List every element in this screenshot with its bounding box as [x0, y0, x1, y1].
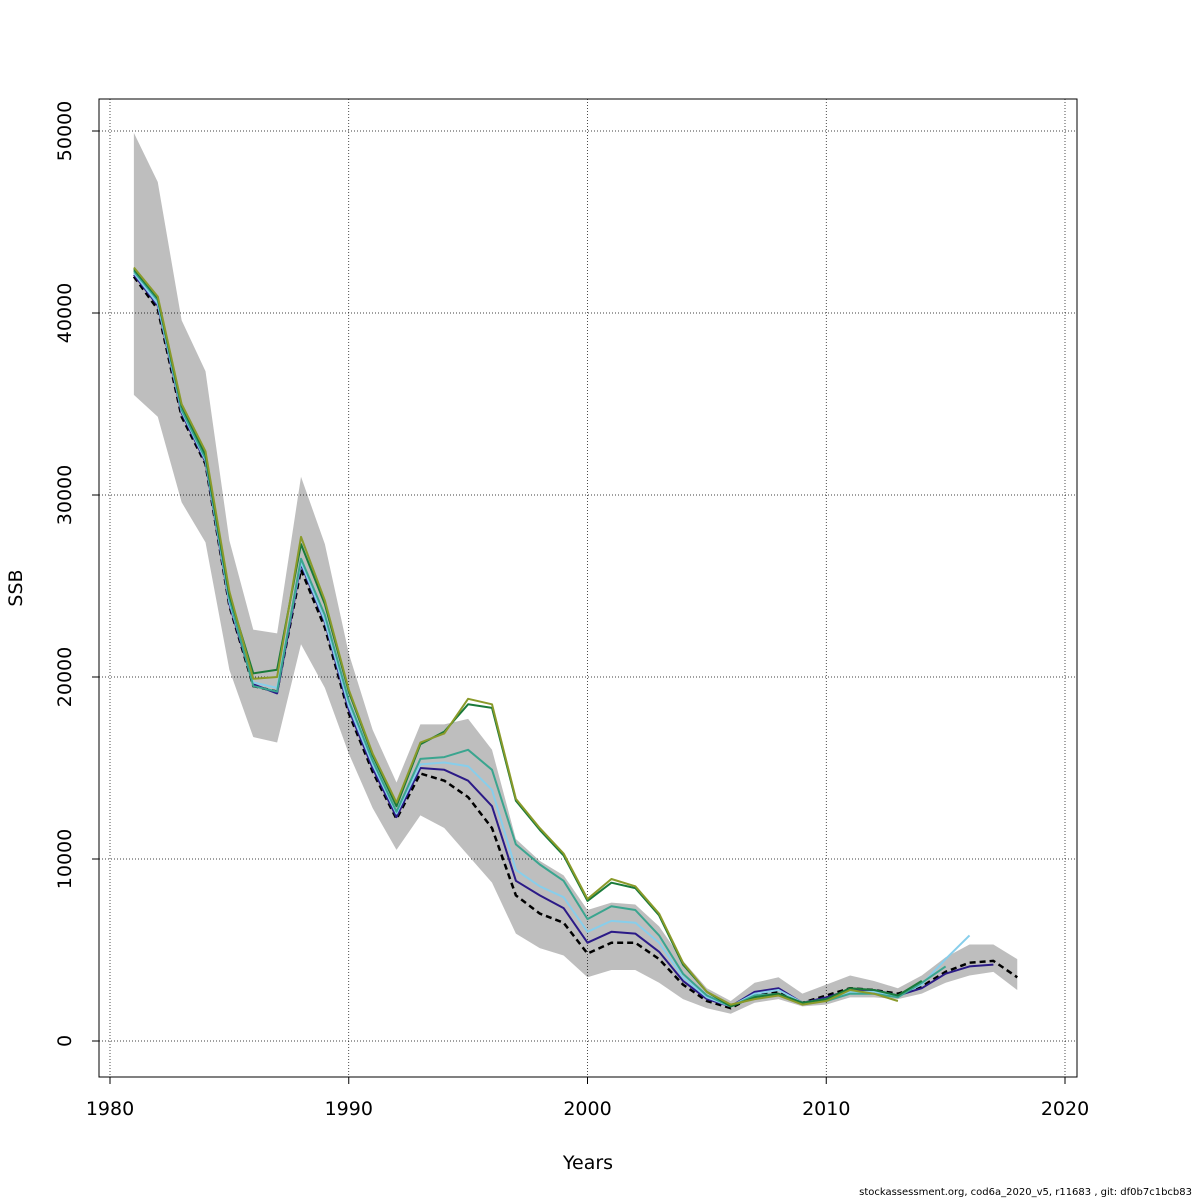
y-tick-label: 0 [54, 1035, 76, 1047]
axis-layer: 1980 1990 2000 2010 2020 0 10000 20000 30000 4000… [54, 101, 1089, 1120]
y-tick-label: 40000 [54, 283, 76, 343]
x-tick-label: 1990 [325, 1098, 373, 1120]
series-line-5 [133, 268, 923, 1008]
series-line-6 [133, 266, 899, 1006]
y-tick-label: 50000 [54, 101, 76, 161]
grid-layer [99, 99, 1077, 1077]
footer-note: stockassessment.org, cod6a_2020_v5, r116… [859, 1187, 1192, 1198]
x-tick-label: 2000 [563, 1098, 611, 1120]
y-tick-label: 20000 [54, 647, 76, 707]
confidence-band-layer [133, 132, 1018, 1014]
series-layer [132, 266, 1019, 1010]
y-axis-title: SSB [5, 569, 27, 606]
x-tick-label: 2020 [1041, 1098, 1089, 1120]
x-tick-label: 1980 [86, 1098, 134, 1120]
x-tick-label: 2010 [802, 1098, 850, 1120]
y-tick-label: 30000 [54, 465, 76, 525]
confidence-band [133, 132, 1018, 1014]
y-tick-label: 10000 [54, 829, 76, 889]
x-axis-title: Years [562, 1152, 613, 1174]
